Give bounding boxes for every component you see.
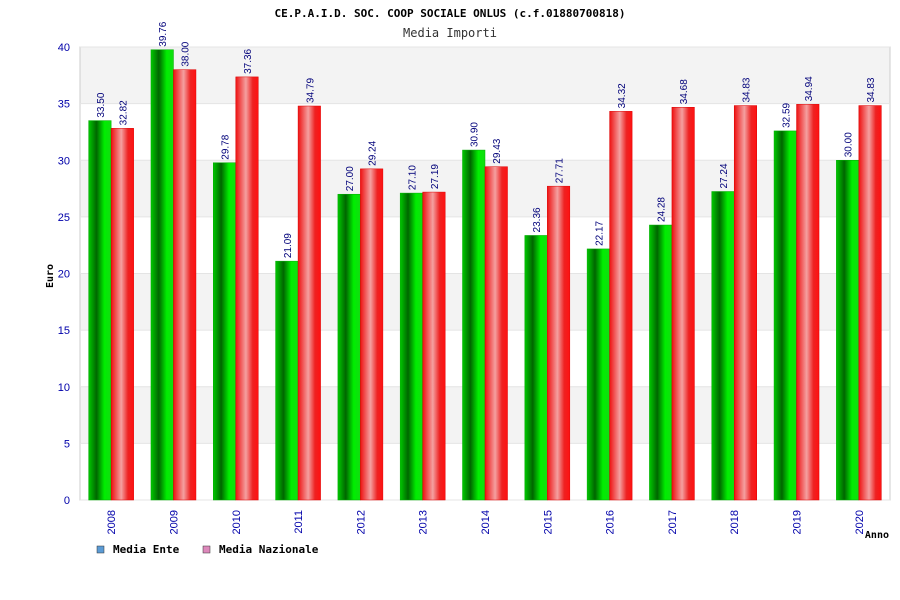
bar-media-ente-2010 <box>213 162 237 501</box>
x-tick-label: 2014 <box>480 510 492 534</box>
data-label: 27.24 <box>719 163 730 188</box>
y-tick-label: 25 <box>58 212 70 224</box>
x-tick-label: 2018 <box>729 510 741 534</box>
data-label: 34.94 <box>804 76 815 101</box>
y-axis-label: Euro <box>45 264 56 288</box>
bar-media-ente-2009 <box>150 49 174 501</box>
data-labels: 33.50 32.82 39.76 38.00 29.78 37.36 21.09 34.79… <box>96 21 877 258</box>
bar-media-nazionale-2008 <box>110 128 134 501</box>
bar-media-ente-2014 <box>462 149 486 501</box>
data-label: 23.36 <box>532 207 543 232</box>
data-label: 34.68 <box>679 79 690 104</box>
x-tick-label: 2010 <box>231 510 243 534</box>
bar-media-ente-2015 <box>524 235 548 501</box>
data-label: 33.50 <box>96 92 107 117</box>
y-tick-label: 30 <box>58 155 70 167</box>
bar-media-ente-2020 <box>836 160 860 501</box>
bar-media-ente-2017 <box>649 224 673 501</box>
x-tick-label: 2016 <box>605 510 617 534</box>
data-label: 39.76 <box>158 21 169 46</box>
data-label: 34.83 <box>741 77 752 102</box>
x-tick-label: 2009 <box>168 510 180 534</box>
x-tick-label: 2008 <box>106 510 118 534</box>
y-tick-label: 35 <box>58 99 70 111</box>
data-label: 27.00 <box>345 166 356 191</box>
data-label: 37.36 <box>243 48 254 73</box>
y-tick-label: 15 <box>58 325 70 337</box>
bar-media-nazionale-2016 <box>609 111 633 501</box>
legend-label-media-ente: Media Ente <box>113 543 180 556</box>
bar-media-nazionale-2017 <box>671 106 695 501</box>
data-label: 32.82 <box>118 100 129 125</box>
y-tick-label: 20 <box>58 269 70 281</box>
bar-media-nazionale-2019 <box>796 104 820 501</box>
y-tick-label: 10 <box>58 382 70 394</box>
y-tick-label: 0 <box>64 495 70 507</box>
bar-media-nazionale-2013 <box>422 191 446 501</box>
data-label: 30.90 <box>470 122 481 147</box>
bar-media-nazionale-2009 <box>173 69 197 501</box>
data-label: 34.83 <box>866 77 877 102</box>
data-label: 38.00 <box>181 41 192 66</box>
bar-media-ente-2016 <box>586 248 610 501</box>
data-label: 21.09 <box>283 233 294 258</box>
data-label: 27.10 <box>407 165 418 190</box>
data-label: 29.24 <box>368 140 379 165</box>
bar-media-nazionale-2018 <box>733 105 757 501</box>
grid-band <box>80 47 890 104</box>
y-axis-ticks: 0 5 10 15 20 25 30 35 40 <box>58 42 70 507</box>
bar-media-nazionale-2010 <box>235 76 259 501</box>
bar-media-nazionale-2014 <box>484 166 508 501</box>
y-tick-label: 40 <box>58 42 70 54</box>
y-tick-label: 5 <box>64 438 70 450</box>
legend-label-media-nazionale: Media Nazionale <box>219 543 319 556</box>
x-axis-label: Anno <box>865 530 889 541</box>
data-label: 27.19 <box>430 164 441 189</box>
x-axis-ticks: 2008 2009 2010 2011 2012 2013 2014 2015 2016 2017… <box>106 510 866 534</box>
data-label: 29.43 <box>492 138 503 163</box>
legend-swatch-media-nazionale <box>202 545 211 554</box>
bars <box>88 49 882 501</box>
x-tick-label: 2011 <box>293 510 305 534</box>
x-tick-label: 2019 <box>792 510 804 534</box>
bar-media-ente-2012 <box>337 193 361 501</box>
bar-media-ente-2013 <box>399 192 423 501</box>
bar-media-ente-2018 <box>711 191 735 501</box>
x-tick-label: 2020 <box>854 510 866 534</box>
data-label: 32.59 <box>781 102 792 127</box>
data-label: 30.00 <box>844 132 855 157</box>
legend-swatch-media-ente <box>96 545 105 554</box>
data-label: 34.79 <box>305 78 316 103</box>
bar-media-nazionale-2020 <box>858 105 882 501</box>
legend: Media Ente Media Nazionale <box>96 543 319 556</box>
bar-media-ente-2019 <box>773 130 797 501</box>
bar-media-ente-2011 <box>275 260 299 501</box>
data-label: 29.78 <box>221 134 232 159</box>
bar-media-nazionale-2011 <box>297 105 321 501</box>
bar-media-nazionale-2012 <box>360 168 384 501</box>
data-label: 27.71 <box>555 158 566 183</box>
data-label: 24.28 <box>657 197 668 222</box>
bar-media-nazionale-2015 <box>547 185 571 501</box>
x-tick-label: 2013 <box>418 510 430 534</box>
x-tick-label: 2015 <box>542 510 554 534</box>
x-tick-label: 2017 <box>667 510 679 534</box>
chart-subtitle: Media Importi <box>403 26 497 40</box>
data-label: 22.17 <box>594 220 605 245</box>
chart-title: CE.P.A.I.D. SOC. COOP SOCIALE ONLUS (c.f… <box>275 7 626 20</box>
x-tick-label: 2012 <box>355 510 367 534</box>
data-label: 34.32 <box>617 83 628 108</box>
bar-media-ente-2008 <box>88 120 112 501</box>
